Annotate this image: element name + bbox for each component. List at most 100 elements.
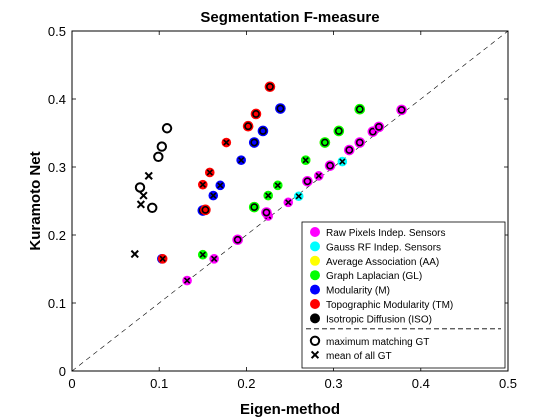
marker-center	[204, 208, 207, 212]
data-point-max	[343, 144, 355, 156]
data-point-mean	[182, 275, 192, 286]
marker-center	[246, 125, 250, 128]
marker-cross-b	[295, 193, 302, 200]
marker-ring	[355, 138, 364, 147]
marker-cross-b	[302, 157, 309, 164]
plot-area: 0 0.1 0.2 0.3 0.4 0.5 0 0.1 0.2 0.3 0.4 0.5	[48, 24, 517, 391]
marker-ring	[147, 202, 158, 214]
data-point-mean	[157, 253, 168, 264]
y-tick-label: 0.1	[48, 296, 66, 311]
x-tick-label: 0.4	[412, 376, 430, 391]
legend-marker-label: mean of all GT	[326, 351, 392, 362]
data-point-max	[232, 234, 243, 246]
data-point-max	[319, 137, 331, 148]
marker-center	[358, 141, 361, 144]
data-point-max	[373, 121, 385, 133]
legend-swatch	[310, 270, 320, 281]
data-point-max	[248, 201, 260, 213]
data-point-max	[275, 103, 286, 114]
legend-marker-label: maximum matching GT	[326, 337, 429, 348]
data-point-mean	[337, 156, 348, 167]
data-point-max	[324, 160, 336, 171]
series-3	[198, 103, 366, 260]
marker-center	[348, 148, 351, 152]
y-tick-label: 0	[59, 364, 66, 379]
marker-ring	[233, 235, 242, 244]
legend-swatch	[310, 299, 320, 309]
data-point-max	[134, 182, 146, 193]
data-point-max	[261, 207, 272, 218]
x-tick-label: 0.3	[325, 376, 343, 391]
marker-cross-b	[206, 169, 213, 176]
marker-cross-b	[136, 200, 145, 209]
marker-ring	[320, 138, 329, 147]
data-point-mean	[221, 137, 232, 148]
marker-cross-b	[210, 255, 218, 262]
marker-cross-b	[310, 350, 320, 359]
marker-cross-b	[238, 157, 245, 164]
marker-ring	[156, 141, 168, 152]
marker-cross-b	[199, 181, 206, 188]
marker-center	[337, 129, 341, 133]
marker-cross-b	[274, 182, 281, 189]
data-point-mean	[198, 249, 208, 260]
marker-ring	[326, 161, 335, 170]
marker-ring	[355, 105, 364, 114]
data-point-mean	[272, 180, 283, 191]
marker-center	[377, 125, 381, 129]
x-tick-label: 0.5	[499, 376, 517, 391]
y-axis-label: Kuramoto Net	[27, 151, 44, 250]
legend-swatch	[310, 241, 320, 252]
marker-ring	[244, 122, 253, 131]
legend-entry-label: Modularity (M)	[326, 286, 390, 297]
marker-cross-b	[339, 158, 346, 165]
data-point-mean	[130, 249, 139, 259]
series-0	[182, 104, 407, 286]
legend-swatch	[310, 255, 320, 266]
marker-ring	[134, 182, 146, 193]
marker-center	[236, 238, 239, 241]
marker-center	[253, 141, 256, 144]
marker-center	[306, 180, 309, 183]
data-point-max	[250, 108, 262, 120]
marker-cross-b	[199, 251, 206, 258]
marker-center	[328, 164, 332, 167]
marker-ring	[262, 208, 271, 217]
data-point-mean	[209, 253, 219, 264]
marker-ring	[303, 177, 312, 186]
marker-cross-b	[315, 172, 322, 180]
data-point-mean	[139, 191, 148, 200]
y-tick-label: 0.3	[48, 160, 66, 175]
data-point-max	[153, 151, 164, 163]
data-point-max	[396, 104, 407, 116]
data-point-mean	[293, 191, 304, 202]
data-point-max	[333, 125, 345, 137]
marker-cross-b	[210, 192, 217, 199]
diagonal-reference-line	[71, 30, 509, 372]
marker-ring	[250, 203, 259, 212]
marker-cross-b	[144, 171, 153, 180]
data-point-mean	[263, 190, 274, 201]
data-point-mean	[313, 171, 324, 181]
marker-center	[253, 205, 256, 209]
series-5	[157, 81, 276, 264]
marker-ring	[259, 127, 267, 135]
chart-title: Segmentation F-measure	[200, 9, 379, 26]
x-tick-label: 0	[68, 376, 75, 391]
series-1	[293, 156, 348, 202]
y-tick-label: 0.4	[48, 92, 66, 107]
marker-center	[323, 141, 327, 144]
marker-ring	[368, 127, 377, 136]
data-point-mean	[215, 180, 226, 191]
legend-entry-label: Gauss RF Indep. Sensors	[326, 242, 441, 253]
data-point-max	[354, 103, 366, 115]
marker-ring	[153, 151, 164, 163]
marker-center	[371, 130, 375, 133]
marker-ring	[334, 127, 343, 135]
marker-ring	[276, 104, 285, 113]
legend-entry-label: Raw Pixels Indep. Sensors	[326, 228, 446, 239]
marker-ring	[201, 205, 210, 214]
x-tick-label: 0.2	[237, 376, 255, 391]
data-point-mean	[208, 190, 219, 201]
